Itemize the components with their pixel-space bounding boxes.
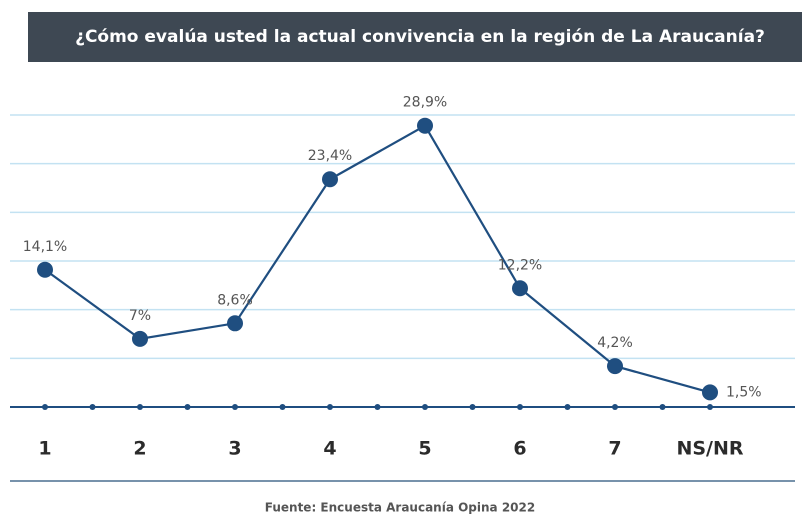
axis-dot bbox=[422, 404, 428, 410]
axis-dot bbox=[232, 404, 238, 410]
axis-dot bbox=[612, 404, 618, 410]
data-label: 23,4% bbox=[308, 148, 352, 164]
line bbox=[44, 124, 711, 394]
axis-dot bbox=[42, 404, 48, 410]
axis-dot bbox=[564, 404, 571, 410]
axis-dot bbox=[517, 404, 523, 410]
data-label: 28,9% bbox=[403, 95, 447, 111]
data-label: 14,1% bbox=[23, 239, 67, 255]
axis-dot bbox=[374, 404, 381, 410]
data-label: 4,2% bbox=[597, 335, 633, 351]
chart-title: ¿Cómo evalúa usted la actual convivencia… bbox=[75, 27, 765, 47]
point bbox=[512, 280, 528, 297]
axis-dot bbox=[469, 404, 476, 410]
x-tick-label: 2 bbox=[133, 438, 146, 460]
point bbox=[322, 171, 338, 188]
point bbox=[132, 330, 148, 347]
x-tick-label: 4 bbox=[323, 438, 336, 460]
point bbox=[702, 384, 718, 401]
title-bar bbox=[28, 12, 802, 62]
point bbox=[417, 117, 433, 134]
data-label: 7% bbox=[129, 308, 151, 324]
point bbox=[37, 261, 53, 278]
axis-dot bbox=[279, 404, 286, 410]
axis-dot bbox=[707, 404, 713, 410]
x-tick-label: 7 bbox=[608, 438, 621, 460]
data-label: 8,6% bbox=[217, 292, 253, 308]
data-label: 1,5% bbox=[726, 384, 762, 400]
axis-dot bbox=[137, 404, 143, 410]
point bbox=[607, 358, 623, 375]
axis-dot bbox=[89, 404, 96, 410]
x-tick-label: 1 bbox=[38, 438, 51, 460]
axis-dot bbox=[659, 404, 666, 410]
source: Fuente: Encuesta Araucanía Opina 2022 bbox=[265, 501, 535, 515]
x-tick-label: 3 bbox=[228, 438, 241, 460]
x-tick-label: NS/NR bbox=[676, 438, 743, 460]
axis-dot bbox=[184, 404, 191, 410]
point bbox=[227, 315, 243, 332]
axis-dot bbox=[327, 404, 333, 410]
data-label: 12,2% bbox=[498, 257, 542, 273]
x-tick-label: 6 bbox=[513, 438, 526, 460]
x-tick-label: 5 bbox=[418, 438, 431, 460]
